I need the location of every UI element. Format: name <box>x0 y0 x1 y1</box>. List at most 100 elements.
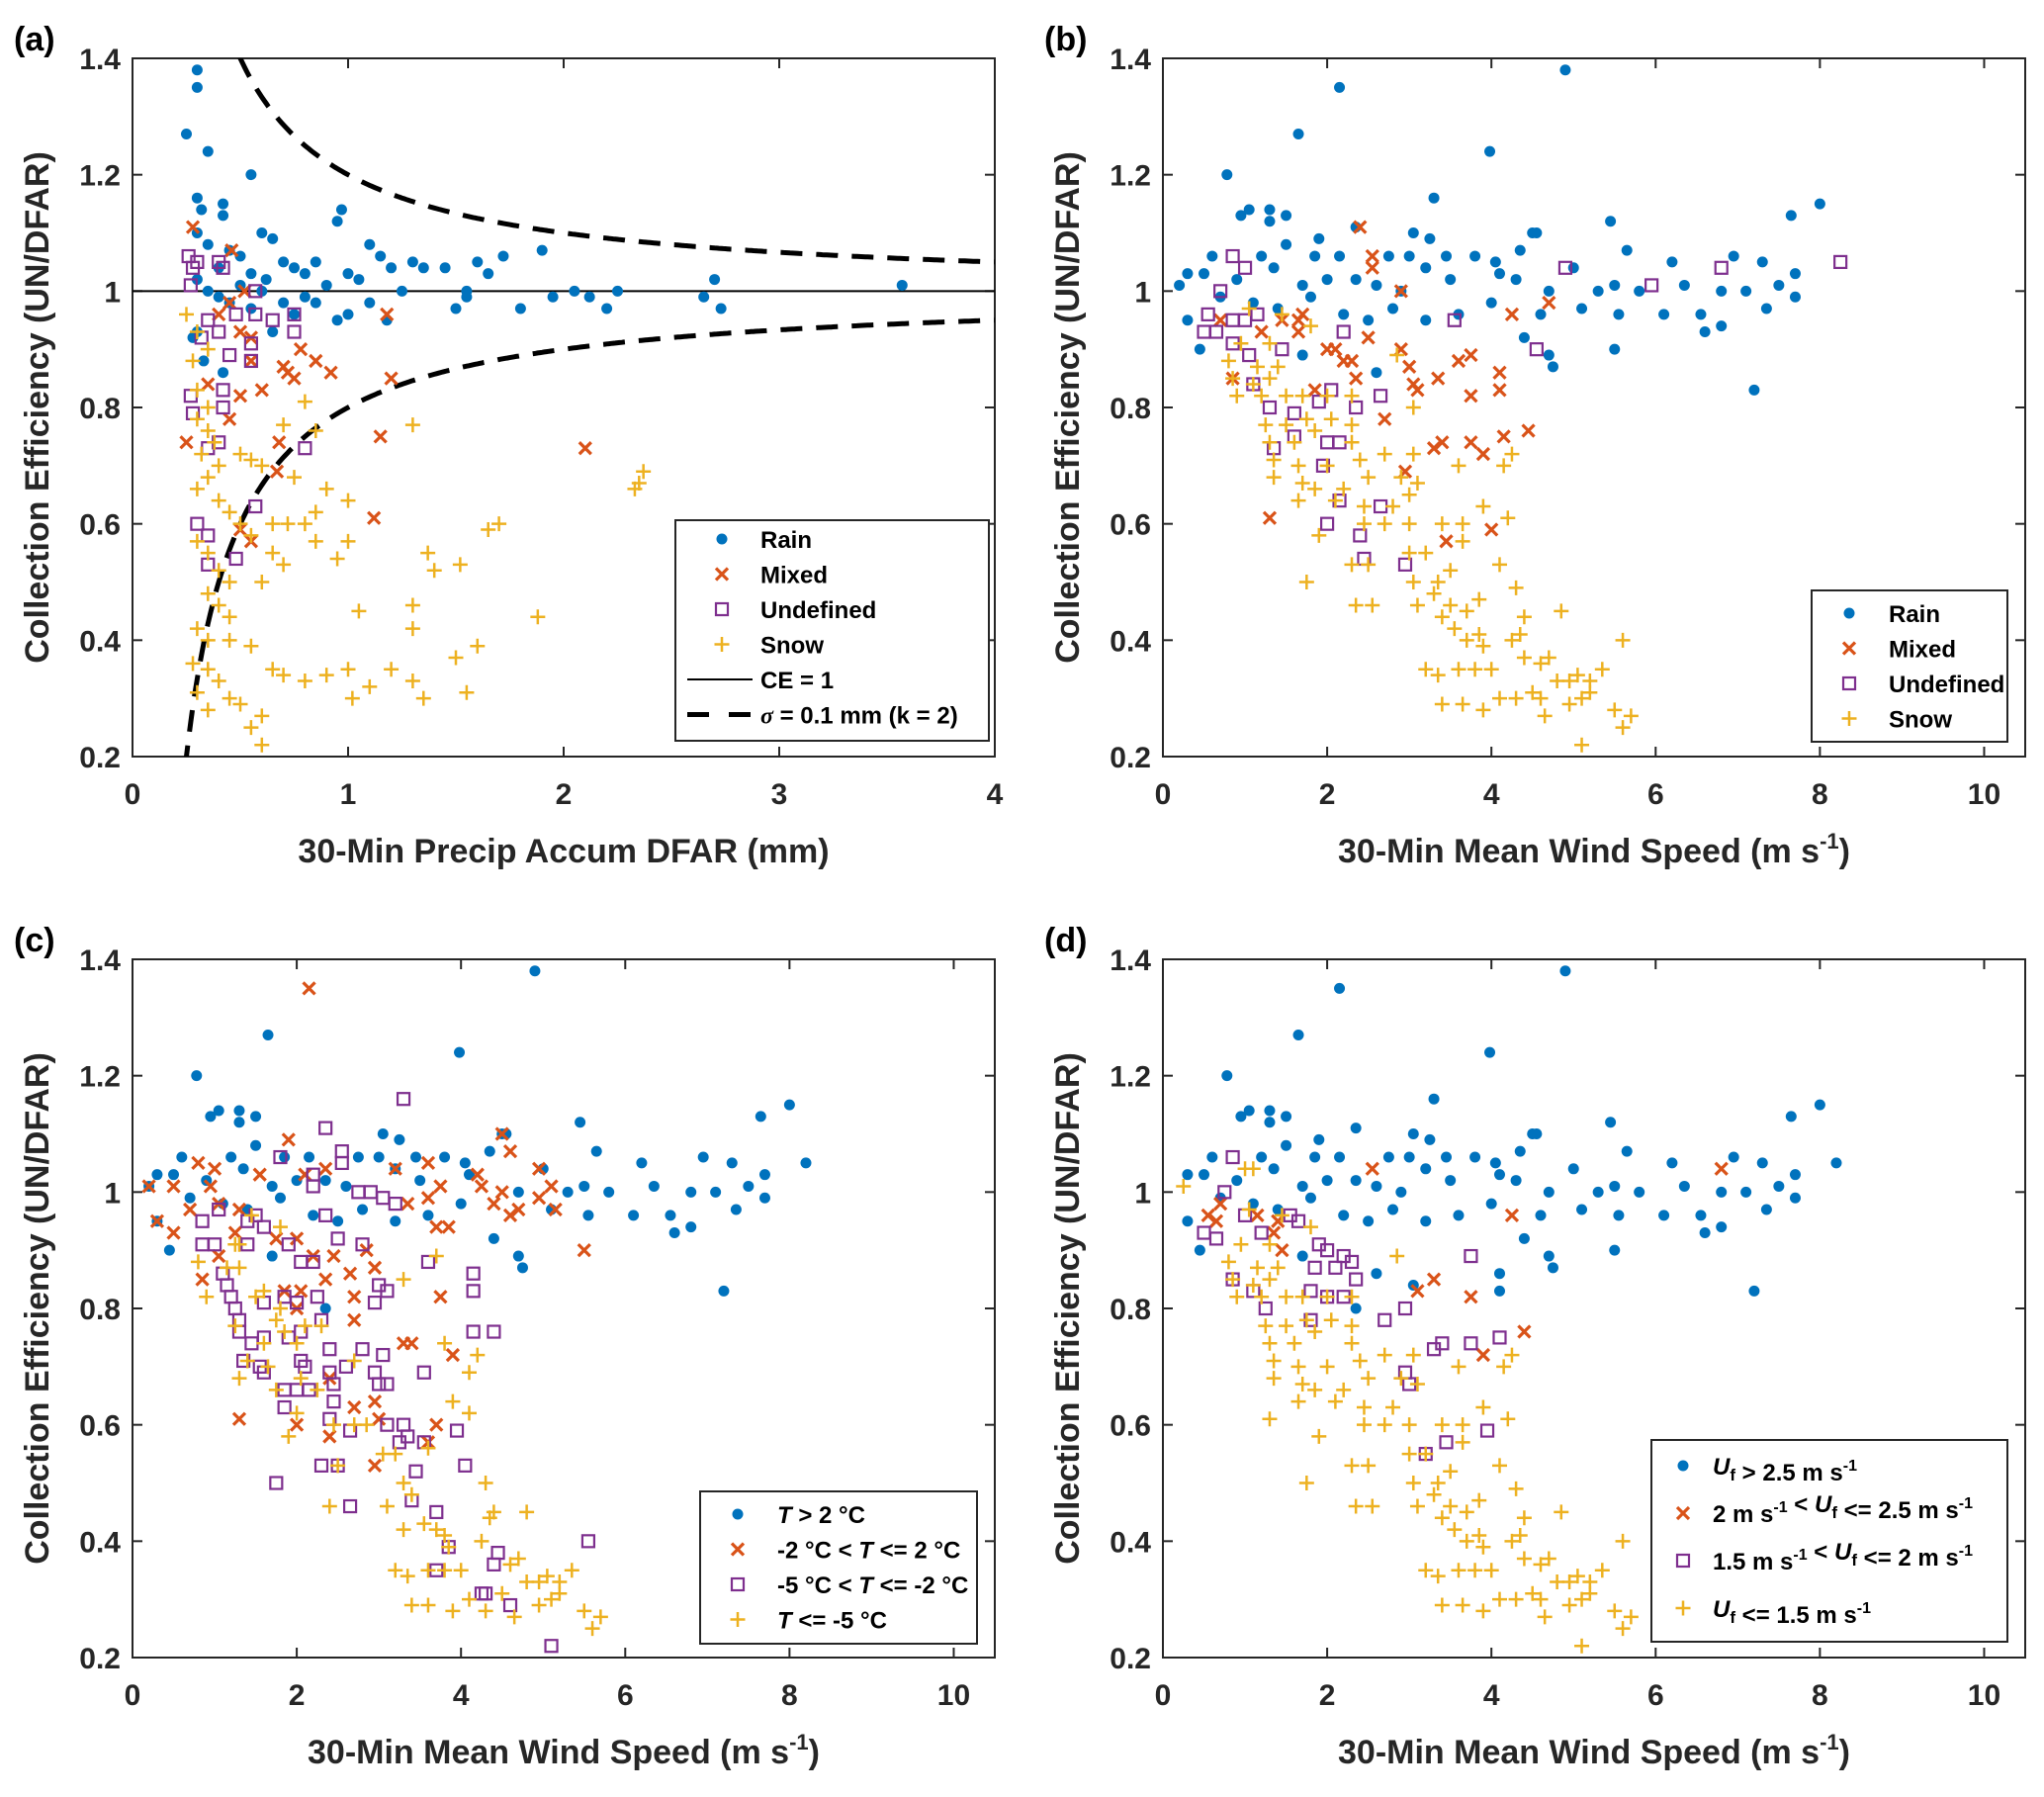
data-point <box>1471 591 1487 607</box>
legend: T > 2 °C -2 °C < T <= 2 °C -5 °C < T <= -2… <box>699 1490 978 1645</box>
data-point <box>1319 1289 1335 1304</box>
data-point <box>1441 1151 1453 1163</box>
data-point <box>1371 1180 1382 1192</box>
data-point <box>1302 1219 1318 1235</box>
data-point <box>502 1144 518 1159</box>
data-point <box>1323 411 1339 427</box>
data-point <box>584 1621 600 1637</box>
data-point <box>294 1284 309 1299</box>
data-point <box>1504 632 1520 648</box>
data-point <box>222 690 237 706</box>
data-point <box>1298 411 1314 427</box>
data-point <box>1311 395 1326 409</box>
data-point <box>1699 326 1711 338</box>
x-tick-label: 6 <box>1647 1679 1664 1712</box>
data-point <box>179 435 194 450</box>
series-3 <box>179 307 652 753</box>
data-point <box>1728 250 1739 262</box>
data-point <box>1206 250 1218 262</box>
data-point <box>289 1296 305 1310</box>
data-point <box>200 585 216 601</box>
data-point <box>380 1417 395 1432</box>
data-point <box>1350 274 1362 286</box>
data-point <box>1484 1046 1496 1058</box>
data-point <box>1678 1180 1690 1192</box>
data-point <box>726 1157 738 1169</box>
data-point <box>313 1458 329 1473</box>
data-point <box>1307 1382 1323 1397</box>
data-point <box>185 656 201 672</box>
data-point <box>1459 1533 1474 1549</box>
x-tick-label: 4 <box>453 1679 470 1712</box>
y-tick-label: 0.8 <box>79 1294 121 1326</box>
data-point <box>1258 1318 1274 1334</box>
data-point <box>222 575 237 589</box>
data-point <box>1304 291 1316 303</box>
data-point <box>1176 1178 1192 1194</box>
data-point <box>400 1196 415 1212</box>
data-point <box>1554 1504 1569 1520</box>
data-point <box>190 516 205 531</box>
data-point <box>1402 359 1417 374</box>
data-point <box>1389 1248 1405 1264</box>
data-point <box>184 1192 196 1204</box>
data-point <box>291 1175 303 1187</box>
panel-label: (c) <box>14 922 55 959</box>
data-point <box>289 309 300 320</box>
data-point <box>1785 1111 1797 1123</box>
data-point <box>386 262 398 274</box>
data-point <box>189 382 205 398</box>
data-point <box>250 1111 262 1123</box>
data-point <box>1483 1563 1499 1578</box>
data-point <box>1492 557 1507 573</box>
data-point <box>1464 1336 1478 1351</box>
data-point <box>1409 475 1425 491</box>
data-point <box>1292 1029 1304 1040</box>
y-tick-label: 0.6 <box>79 1410 121 1443</box>
x-axis-title: 30-Min Mean Wind Speed (m s-1) <box>308 1730 820 1771</box>
data-point <box>1500 1411 1516 1427</box>
data-point <box>1609 343 1621 355</box>
data-point <box>1714 260 1729 275</box>
legend-box <box>674 519 990 742</box>
data-point <box>232 324 248 339</box>
data-point <box>1194 343 1205 355</box>
data-point <box>1344 1318 1360 1334</box>
data-point <box>1695 309 1707 320</box>
legend-label: Rain <box>760 527 812 554</box>
data-point <box>289 1231 305 1246</box>
data-point <box>483 268 494 280</box>
data-point <box>510 1551 526 1567</box>
data-point <box>168 1169 180 1181</box>
y-tick-label: 0.6 <box>79 509 121 542</box>
data-point <box>1272 303 1284 314</box>
data-layer <box>133 58 995 757</box>
data-point <box>1537 1609 1553 1625</box>
data-point <box>466 1284 481 1299</box>
data-point <box>1245 376 1261 392</box>
y-tick-label: 0.2 <box>79 742 121 774</box>
data-point <box>1533 656 1549 672</box>
series-0 <box>1174 64 1825 396</box>
data-point <box>1208 1213 1224 1228</box>
data-point <box>437 1335 453 1351</box>
data-point <box>1281 1111 1292 1123</box>
data-point <box>1475 1347 1491 1363</box>
data-point <box>213 291 224 303</box>
legend-marker <box>1675 1600 1691 1616</box>
data-point <box>198 355 210 367</box>
panel-label: (d) <box>1044 922 1087 959</box>
data-point <box>474 1533 489 1549</box>
panel-c: (c) 0.2 0.4 0.6 0.8 1 1.2 1.4 0 2 4 6 8 10 30-Min Mean… <box>14 922 996 1771</box>
data-point <box>1516 609 1532 625</box>
data-point <box>269 1231 284 1246</box>
data-point <box>453 1563 469 1578</box>
data-point <box>1475 1399 1491 1415</box>
panel-a: (a) 0.2 0.4 0.6 0.8 1 1.2 1.4 0 1 2 3 4 30-Min Precip… <box>14 21 1004 870</box>
data-point <box>1471 1527 1487 1543</box>
data-point <box>190 254 205 270</box>
data-point <box>1290 1213 1306 1228</box>
data-point <box>199 1289 215 1304</box>
data-point <box>1344 557 1360 573</box>
data-point <box>1508 1591 1524 1607</box>
